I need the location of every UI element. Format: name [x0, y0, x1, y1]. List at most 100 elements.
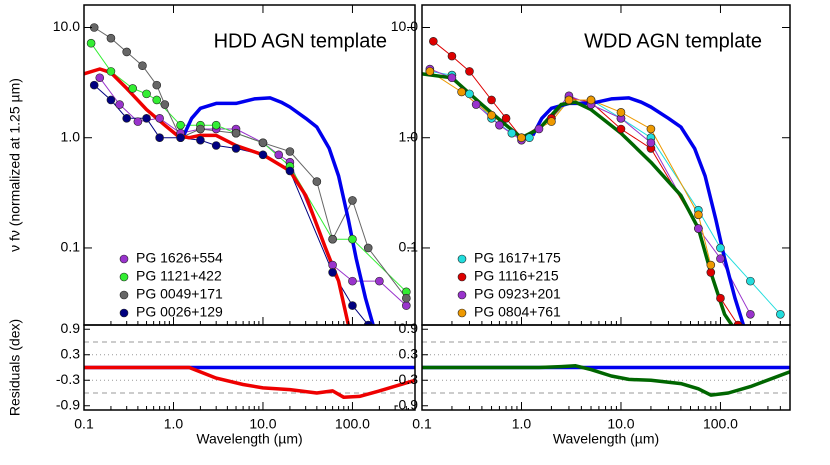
x-tick-label: 0.1	[412, 416, 432, 432]
data-point	[457, 87, 466, 97]
data-point	[115, 100, 124, 109]
main-plot	[84, 23, 411, 325]
legend-marker	[119, 308, 129, 318]
y-tick-label: 0.3	[399, 345, 419, 361]
data-point	[716, 254, 725, 263]
data-point	[312, 177, 322, 186]
data-point	[138, 61, 147, 71]
data-point	[328, 234, 337, 244]
legend-label: PG 1617+175	[474, 250, 561, 266]
legend-label: PG 1626+554	[136, 250, 223, 266]
y-axis-label: Residuals (dex)	[7, 319, 23, 416]
data-point	[142, 89, 151, 99]
data-point	[616, 124, 626, 134]
data-point	[128, 84, 137, 93]
data-point	[258, 150, 268, 160]
data-point	[122, 47, 131, 57]
data-point	[447, 51, 457, 61]
data-point	[495, 120, 504, 130]
data-point	[616, 108, 626, 117]
data-point	[89, 80, 99, 90]
chart-title: WDD AGN template	[584, 30, 762, 52]
template-curve	[182, 96, 375, 325]
data-point	[487, 95, 496, 105]
data-point	[211, 120, 221, 130]
data-point	[274, 150, 284, 160]
y-tick-label: 0.1	[399, 239, 419, 255]
y-tick-label: 10.0	[391, 18, 418, 34]
template-curve	[84, 67, 351, 325]
data-point	[122, 114, 131, 123]
data-point	[501, 114, 511, 123]
data-point	[716, 243, 725, 253]
y-tick-label: 0.9	[399, 320, 419, 336]
x-tick-label: 1.0	[512, 416, 532, 432]
data-point	[133, 117, 143, 126]
data-point	[211, 141, 221, 150]
data-point	[471, 100, 481, 109]
legend-label: PG 0026+129	[136, 304, 223, 320]
y-tick-label: 10.0	[53, 18, 80, 34]
data-point	[429, 36, 438, 46]
legend-marker	[457, 290, 467, 300]
data-point	[142, 114, 151, 123]
data-point	[328, 268, 337, 277]
data-point	[152, 95, 162, 105]
legend-label: PG 0804+761	[474, 304, 561, 320]
data-point	[95, 73, 105, 83]
data-point	[348, 276, 357, 286]
data-point	[564, 95, 574, 105]
data-point	[160, 100, 170, 109]
data-point	[525, 133, 534, 143]
chart-title: HDD AGN template	[214, 30, 387, 52]
data-point	[155, 133, 164, 143]
y-axis-label: ν fν (normalized at 1.25 µm)	[7, 78, 23, 252]
data-point	[517, 133, 526, 143]
legend-label: PG 1116+215	[474, 268, 559, 284]
data-point	[706, 268, 716, 277]
legend-marker	[119, 254, 129, 264]
main-plot	[422, 36, 785, 325]
data-point	[363, 320, 373, 325]
x-axis-label: Wavelength (µm)	[196, 431, 302, 447]
y-tick-label: 0.1	[61, 239, 81, 255]
y-tick-label: 1.0	[61, 128, 81, 144]
y-tick-label: -0.9	[56, 396, 80, 412]
data-point	[534, 124, 544, 134]
data-point	[465, 67, 474, 76]
data-point	[646, 124, 656, 134]
data-point	[402, 293, 411, 303]
legend-marker	[457, 308, 467, 318]
legend-marker	[457, 272, 467, 282]
data-point	[363, 243, 373, 253]
data-point	[285, 166, 295, 176]
data-point	[348, 196, 357, 205]
data-point	[258, 138, 268, 148]
data-point	[402, 301, 411, 310]
data-point	[328, 260, 337, 270]
data-point	[776, 310, 785, 319]
y-tick-label: -0.3	[56, 371, 80, 387]
data-point	[547, 117, 556, 126]
data-point	[285, 147, 295, 156]
data-point	[106, 67, 116, 76]
y-tick-label: -0.9	[394, 396, 418, 412]
data-point	[694, 210, 703, 220]
data-point	[746, 276, 755, 286]
residual-plot	[422, 341, 790, 397]
residual-curve	[84, 365, 415, 400]
x-tick-label: 10.0	[607, 416, 634, 432]
data-point	[733, 320, 743, 325]
template-curve	[422, 72, 734, 325]
y-tick-label: 0.9	[61, 320, 81, 336]
legend-label: PG 0923+201	[474, 286, 561, 302]
data-point	[176, 120, 185, 130]
data-point	[106, 33, 116, 43]
data-point	[706, 260, 716, 270]
data-point	[155, 114, 164, 123]
data-point	[746, 310, 755, 319]
data-point	[106, 95, 116, 105]
data-point	[694, 224, 703, 233]
x-tick-label: 100.0	[703, 416, 738, 432]
data-point	[447, 73, 457, 83]
